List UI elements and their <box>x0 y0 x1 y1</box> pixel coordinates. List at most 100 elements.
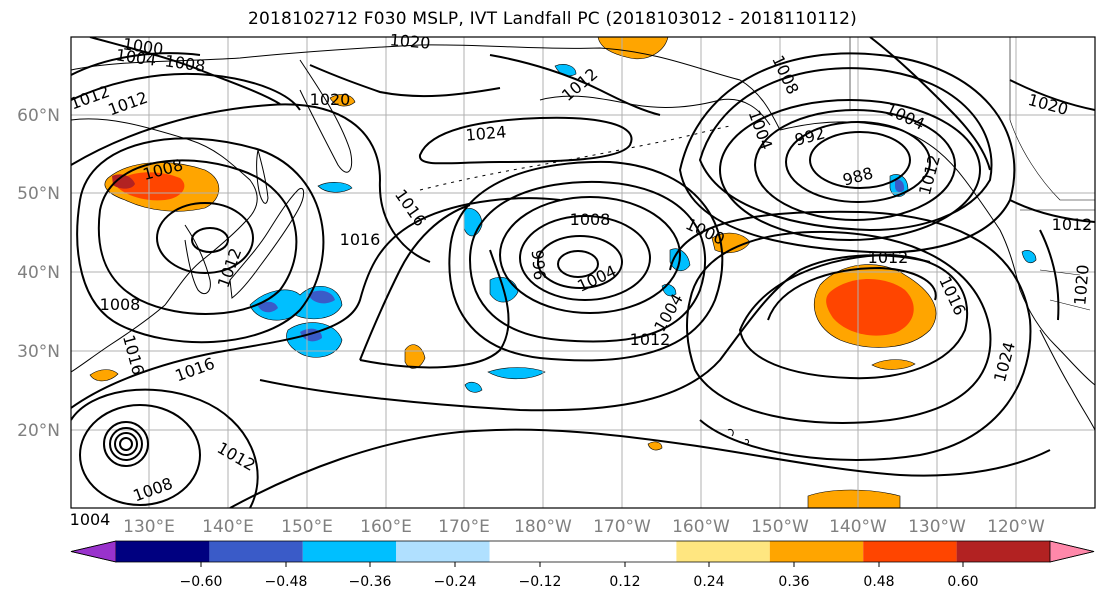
canada-border <box>849 37 1095 201</box>
ivt-negative-region <box>317 182 353 193</box>
colorbar-tick-label: −0.24 <box>434 574 477 590</box>
ivt-negative-region <box>463 208 483 237</box>
colorbar-segment <box>116 541 210 562</box>
colorbar-tick-labels: −0.60 −0.48 −0.36 −0.24 −0.12 0.12 0.24 0.36 0.4… <box>180 562 979 590</box>
isobar-label: 1020 <box>389 30 431 52</box>
ivt-negative-region <box>1021 250 1037 264</box>
isobar <box>109 427 143 461</box>
isobar <box>686 230 992 424</box>
longitude-tick-label: 160°W <box>672 517 730 537</box>
coastlines <box>71 37 1095 445</box>
latitude-tick-label: 30°N <box>17 342 60 362</box>
latitude-labels: 60°N 50°N 40°N 30°N 20°N <box>17 106 60 441</box>
map-gridlines <box>71 37 1095 508</box>
isobar <box>359 249 510 369</box>
isobar-label: 1024 <box>465 122 507 144</box>
isobar <box>97 159 298 315</box>
isobar <box>754 109 956 221</box>
colorbar-extend-low <box>70 540 117 563</box>
alaska-coastline <box>539 95 771 126</box>
isobar <box>537 235 623 289</box>
longitude-tick-label: 150°W <box>751 517 809 537</box>
isobar-label: 988 <box>841 163 875 189</box>
longitude-tick-label: 170°E <box>438 517 490 537</box>
colorbar-outline <box>70 540 1095 563</box>
isobar-label: 1016 <box>172 354 217 386</box>
isobar <box>259 254 931 412</box>
longitude-labels: 130°E 140°E 150°E 160°E 170°E 180°W 170°W 160°W… <box>123 517 1045 537</box>
isobar <box>678 52 1016 254</box>
ivt-positive-region <box>329 94 356 107</box>
isobar <box>71 103 431 263</box>
isobar <box>669 210 1032 461</box>
isobar <box>489 54 661 116</box>
isobar-label: 992 <box>793 123 827 149</box>
latitude-tick-label: 20°N <box>17 421 60 441</box>
ivt-shading <box>89 37 1037 508</box>
ivt-negative-region <box>487 367 546 380</box>
ivt-colorbar <box>70 540 1095 563</box>
colorbar-tick-label: −0.60 <box>180 574 223 590</box>
isobar-label: 1020 <box>310 90 351 109</box>
isobar <box>448 160 724 362</box>
isobar-label: 1004 <box>650 290 687 335</box>
mslp-isobars <box>71 37 1095 508</box>
isobar <box>309 64 501 98</box>
isobar <box>76 137 325 344</box>
kamchatka-coastline <box>299 59 353 173</box>
colorbar-tick-label: −0.36 <box>349 574 392 590</box>
colorbar-segment <box>396 541 490 562</box>
isobar <box>191 227 229 253</box>
latitude-tick-label: 50°N <box>17 184 60 204</box>
colorbar-segment <box>489 541 583 562</box>
isobar-label: 1012 <box>1052 215 1093 234</box>
isobar-labels: 1000 1004 1008 1012 1012 1020 1024 1020 1016 1012… <box>67 30 1093 529</box>
ivt-strong-core <box>112 174 135 189</box>
colorbar-segment <box>863 541 957 562</box>
isobar-label: 1020 <box>1070 264 1092 306</box>
isobar <box>1009 199 1095 321</box>
arctic-coastline <box>71 44 781 131</box>
isobar-label: 996 <box>528 249 550 281</box>
isobar-label: 1008 <box>130 474 175 506</box>
isobar-label: 1008 <box>100 295 141 314</box>
isobar-label: 1004 <box>70 510 111 529</box>
baja-coastline <box>1039 329 1095 431</box>
isobar <box>71 388 259 508</box>
sakhalin-coastline <box>256 149 269 204</box>
colorbar-segment <box>302 541 397 562</box>
colorbar-tick-label: −0.48 <box>265 574 308 590</box>
isobar <box>89 37 281 105</box>
latitude-tick-label: 40°N <box>17 263 60 283</box>
longitude-tick-label: 130°E <box>123 517 175 537</box>
longitude-tick-label: 120°W <box>987 517 1045 537</box>
isobar <box>869 37 991 171</box>
isobar <box>785 121 931 203</box>
longitude-tick-label: 160°E <box>360 517 412 537</box>
isobar <box>1009 79 1095 111</box>
map-frame <box>70 36 1096 509</box>
isobar-label: 1008 <box>570 210 611 229</box>
isobar <box>71 197 561 409</box>
isobar <box>419 116 633 165</box>
isobar-label: 1024 <box>990 340 1019 384</box>
korea-coastline <box>184 224 211 295</box>
colorbar-tick-label: 0.60 <box>947 574 978 590</box>
colorbar-tick-label: 0.12 <box>609 574 640 590</box>
isobar-label: 1012 <box>868 248 909 267</box>
longitude-tick-label: 140°E <box>202 517 254 537</box>
colorbar-tick-label: 0.24 <box>693 574 724 590</box>
isobar-label: 1012 <box>67 82 112 114</box>
aleutian-islands <box>419 125 731 191</box>
longitude-tick-label: 130°W <box>908 517 966 537</box>
colorbar-segment <box>769 541 864 562</box>
isobar <box>767 266 937 321</box>
isobar <box>119 437 133 451</box>
ivt-positive-region <box>807 489 901 508</box>
isobar <box>71 72 301 111</box>
isobar <box>519 215 651 301</box>
isobar <box>114 432 138 456</box>
colorbar-tick-label: 0.48 <box>863 574 894 590</box>
longitude-tick-label: 150°E <box>281 517 333 537</box>
